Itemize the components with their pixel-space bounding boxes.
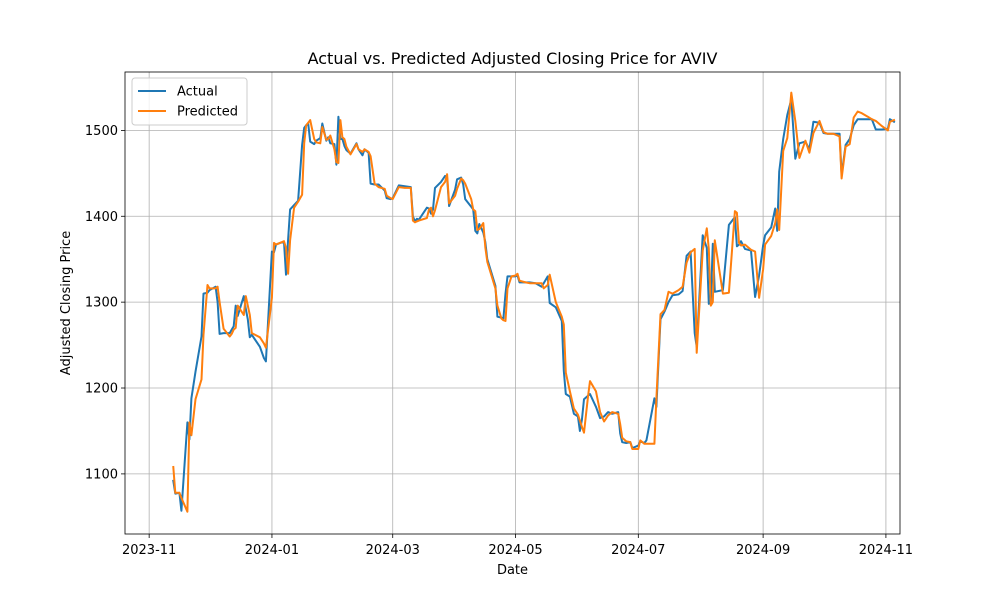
- plot-frame: [124, 71, 901, 535]
- chart-title: Actual vs. Predicted Adjusted Closing Pr…: [308, 49, 718, 68]
- legend-box: [131, 77, 248, 126]
- x-tick-label: 2023-11: [122, 543, 176, 558]
- series-line-actual: [172, 98, 896, 512]
- y-tick-label: 1100: [85, 467, 118, 482]
- x-tick-label: 2024-03: [366, 543, 420, 558]
- y-tick-label: 1200: [85, 382, 118, 397]
- y-axis-label: Adjusted Closing Price: [59, 231, 74, 375]
- x-tick-label: 2024-07: [611, 543, 665, 558]
- y-tick-label: 1500: [85, 124, 118, 139]
- y-tick-label: 1300: [85, 296, 118, 311]
- series-line-predicted: [172, 91, 896, 513]
- ticks: 2023-11 2024-01 2024-03 2024-05 2024-07 2024-…: [85, 124, 913, 558]
- legend: Actual Predicted: [131, 77, 248, 126]
- x-tick-label: 2024-11: [859, 543, 913, 558]
- legend-label-predicted: Predicted: [177, 105, 238, 120]
- x-tick-label: 2024-01: [245, 543, 299, 558]
- x-tick-label: 2024-09: [736, 543, 790, 558]
- x-axis-label: Date: [497, 563, 528, 578]
- legend-label-actual: Actual: [177, 85, 218, 100]
- x-tick-label: 2024-05: [488, 543, 542, 558]
- y-tick-label: 1400: [85, 210, 118, 225]
- series-group: [172, 91, 896, 513]
